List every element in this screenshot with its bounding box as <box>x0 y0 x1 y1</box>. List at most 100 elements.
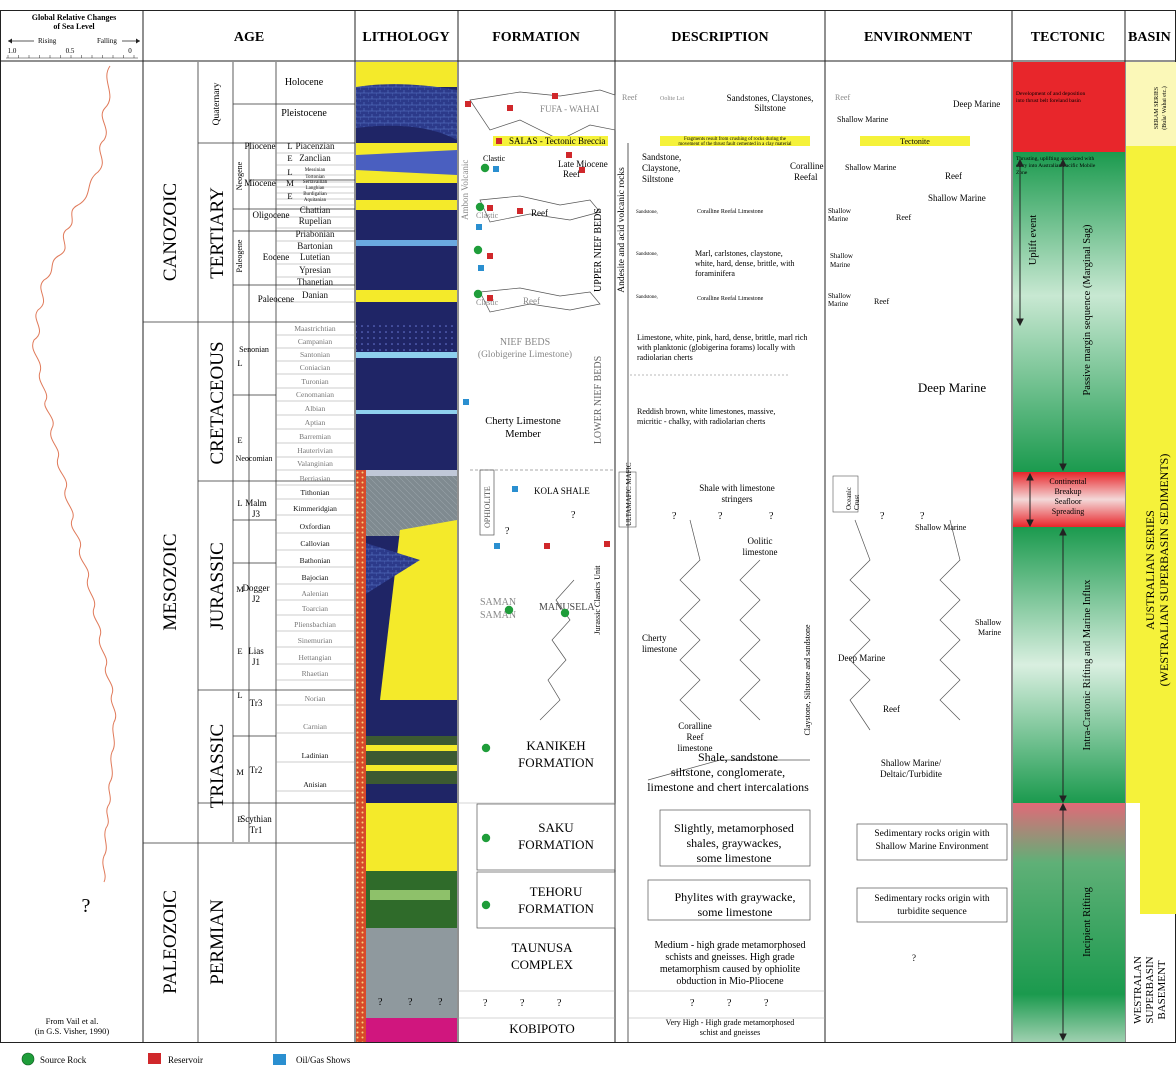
desc-taunusa-4: obduction in Mio-Pliocene <box>676 976 784 987</box>
env-tectonite: Tectonite <box>900 137 930 146</box>
tect-intra: Intra-Cratonic Rifting and Marine Influx <box>1082 579 1093 751</box>
desc-sst-top-1: Sandstones, Claystones, <box>727 93 814 103</box>
source-rock-marker <box>473 245 483 255</box>
env-reef-top: Reef <box>835 93 850 102</box>
desc-fragments-2: movement of the thrust fault cemented in… <box>678 142 792 147</box>
tect-thrusting-3: Zone <box>1016 170 1028 176</box>
epoch-pleistocene: Pleistocene <box>281 108 327 119</box>
epoch-subdivision: L <box>237 358 242 368</box>
desc-kobipoto-2: schist and gneisses <box>700 1028 760 1037</box>
stage-cenomanian: Cenomanian <box>296 390 334 399</box>
formation-manusela: MANUSELA <box>539 602 595 613</box>
epoch-dogger: Dogger J2 <box>243 583 270 604</box>
oil-gas-shows-marker <box>463 399 469 405</box>
stage-turonian: Turonian <box>301 377 328 386</box>
desc-saku-1: Slightly, metamorphosed <box>674 821 794 835</box>
era-cenozoic: CANOZOIC <box>160 183 181 281</box>
tectonic-breakup-bg <box>1013 472 1125 527</box>
stage-bartonian: Bartonian <box>297 241 333 251</box>
oil-gas-shows-marker <box>476 224 482 230</box>
epoch-paleocene: Paleocene <box>258 294 294 304</box>
epoch-subdivision: E <box>237 814 242 824</box>
env-q2: ? <box>880 511 885 522</box>
epoch-lias: Lias J1 <box>248 646 264 667</box>
env-reef-2: Reef <box>945 171 962 181</box>
source-rock-marker <box>560 608 570 618</box>
epoch-subdivision: E <box>237 646 242 656</box>
env-sed-shallow-2: Shallow Marine Environment <box>876 842 989 852</box>
stage-campanian: Campanian <box>298 337 332 346</box>
env-sed-turbidite-1: Sedimentary rocks origin with <box>874 894 990 904</box>
formation-taunusa-2: COMPLEX <box>511 957 574 972</box>
period-quaternary: Quaternary <box>212 82 222 125</box>
desc-shale-2: stringers <box>722 494 753 504</box>
env-shallow-6: Shallow Marine <box>828 292 852 308</box>
formation-taunusa-1: TAUNUSA <box>511 940 573 955</box>
epoch-subdivision: E <box>287 191 292 201</box>
reservoir-marker <box>496 138 502 144</box>
env-q3: ? <box>920 511 925 522</box>
desc-nief-2: with planktonic (globigerina forams) loc… <box>637 343 795 352</box>
env-shallow-7: Shallow Marine <box>915 523 967 532</box>
header-environment: ENVIRONMENT <box>864 30 973 45</box>
env-reef-4: Reef <box>874 297 889 306</box>
epoch-subdivision: M <box>236 584 244 594</box>
tectonic-intra-bg <box>1013 527 1125 803</box>
description-outlines <box>647 519 811 921</box>
basin-westralian-3: BASEMENT <box>1156 960 1168 1020</box>
stage-rupelian: Rupelian <box>299 216 332 226</box>
period-permian: PERMIAN <box>207 899 228 985</box>
stage-berriasian: Berriasian <box>300 474 331 483</box>
desc-q1: ? <box>690 998 695 1009</box>
formation-salas: SALAS - Tectonic Breccia <box>509 136 605 146</box>
epoch-subdivision: E <box>287 153 292 163</box>
formation-late-miocene: Late Miocene Reef <box>558 159 608 179</box>
tectonic-arrows <box>1016 158 1067 1042</box>
oil-gas-shows-marker <box>512 486 518 492</box>
sea-tick-1: 0.5 <box>66 47 75 55</box>
subperiod-paleogene: Paleogene <box>235 239 244 272</box>
oil-gas-shows-marker <box>493 166 499 172</box>
formation-saman-1: SAMAN <box>480 597 516 608</box>
period-jurassic: JURASSIC <box>207 542 228 630</box>
env-deep-marine-2: Deep Marine <box>838 653 885 663</box>
svg-text:?: ? <box>408 997 413 1008</box>
oil-gas-shows-marker <box>494 543 500 549</box>
env-shallow-4: Shallow Marine <box>828 207 852 223</box>
stage-serravallian: Serravallian <box>303 180 328 185</box>
legend-shows: Oil/Gas Shows <box>296 1055 351 1065</box>
stage-hettangian: Hettangian <box>299 653 332 662</box>
desc-shale-1: Shale with limestone <box>699 483 775 493</box>
reservoir-marker <box>604 541 610 547</box>
desc-coralline-reefal-lst-1: Coralline Reefal Limestone <box>697 208 764 215</box>
desc-taunusa-1: Medium - high grade metamorphosed <box>654 940 805 951</box>
environment-outlines <box>849 519 1008 923</box>
stage-sinemurian: Sinemurian <box>298 636 333 645</box>
epoch-miocene: Miocene <box>244 178 276 188</box>
desc-coralline-reef-2: Reef <box>687 732 704 742</box>
env-shallow-2: Shallow Marine <box>845 163 897 172</box>
basin-seram-2: (Bula/ Wahai etc.) <box>1161 86 1168 130</box>
desc-kanikeh-1: Shale, sandstone <box>698 750 778 764</box>
stage-messinian: Messinian <box>305 168 326 173</box>
stage-callovian: Callovian <box>300 539 329 548</box>
header-age: AGE <box>234 30 264 45</box>
env-shallow-8: Shallow Marine <box>975 618 1002 637</box>
clastic-3: Clastic <box>476 298 499 307</box>
formation-kobipoto: KOBIPOTO <box>509 1021 575 1036</box>
epoch-subdivision: L <box>287 167 292 177</box>
desc-sst-3: Siltstone <box>642 174 674 184</box>
reef-label-2: Reef <box>523 296 540 306</box>
formation-q3: ? <box>557 998 562 1009</box>
env-crust: Crust <box>853 495 861 510</box>
legend-reservoir-icon <box>148 1053 161 1064</box>
legend-source: Source Rock <box>40 1055 87 1065</box>
formation-q2: ? <box>520 998 525 1009</box>
epoch-labels: Holocene Pleistocene Pliocene Miocene Oligoc… <box>236 77 328 835</box>
desc-reddish-2: micritic - chalky, with radiolarian cher… <box>637 417 765 426</box>
formation-outlines <box>469 89 616 929</box>
formation-globigerine: (Globigerine Limestone) <box>478 349 572 360</box>
reservoir-marker <box>517 208 523 214</box>
epoch-malm: Malm J3 <box>245 498 267 519</box>
